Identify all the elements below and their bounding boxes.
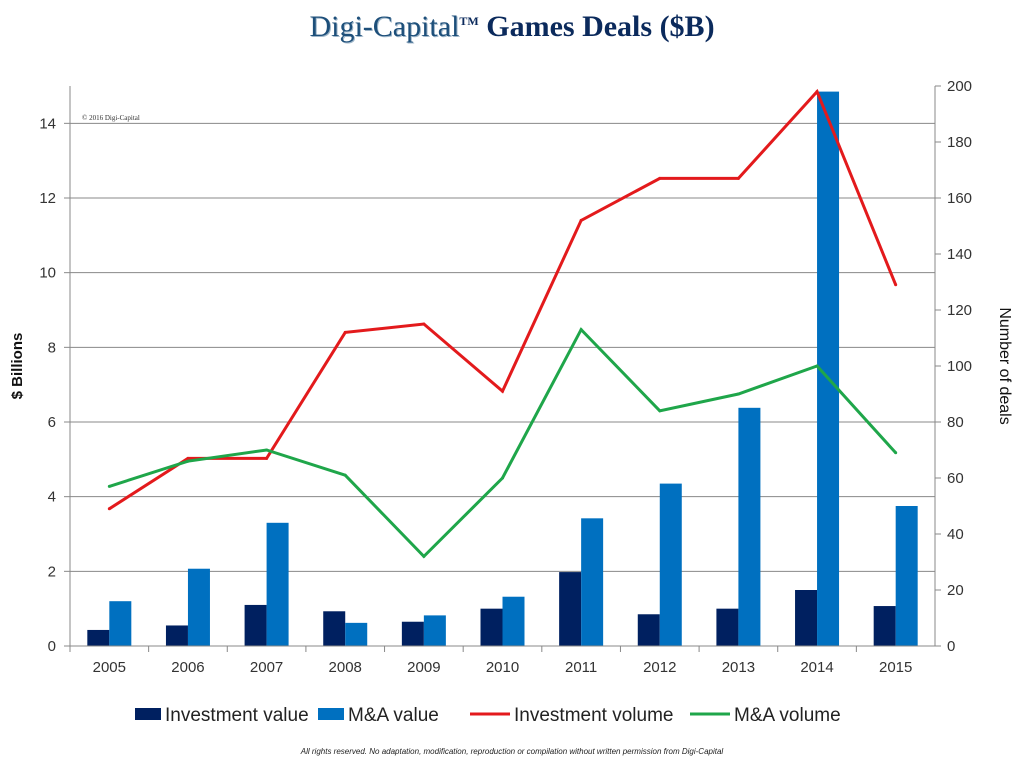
bar-investment-value [873, 606, 896, 646]
y2-tick-label: 120 [947, 302, 972, 319]
y2-tick-label: 60 [947, 470, 964, 487]
y-tick-label: 8 [48, 339, 56, 356]
line-investment-volume [108, 88, 898, 511]
x-tick-label: 2010 [486, 659, 519, 676]
point-m-a-volume [658, 409, 662, 413]
footer-note: All rights reserved. No adaptation, modi… [300, 747, 724, 756]
point-investment-volume [579, 218, 583, 222]
bar-investment-value [716, 608, 739, 646]
y2-tick-label: 80 [947, 414, 964, 431]
bar-investment-value [480, 608, 503, 646]
legend-swatch [135, 708, 161, 720]
bar-m-a-value [502, 596, 525, 646]
y2-tick-label: 180 [947, 134, 972, 151]
bar-m-a-value [187, 568, 210, 646]
bar-m-a-value [423, 615, 446, 646]
legend-label: M&A volume [734, 705, 841, 726]
point-m-a-volume [343, 473, 347, 477]
y-tick-label: 6 [48, 414, 56, 431]
point-m-a-volume [501, 476, 504, 480]
x-tick-label: 2005 [93, 659, 126, 676]
point-investment-volume [658, 176, 662, 180]
y2-tick-label: 100 [947, 358, 972, 375]
bar-investment-value [559, 572, 582, 646]
point-investment-volume [186, 456, 190, 460]
point-m-a-volume [894, 451, 898, 455]
x-tick-label: 2009 [407, 659, 440, 676]
line-m-a-volume [108, 327, 897, 559]
bar-m-a-value [895, 506, 918, 646]
y2-axis-label: Number of deals [996, 307, 1013, 424]
bar-investment-value [165, 625, 188, 646]
bar-m-a-value [109, 601, 132, 646]
x-tick-label: 2015 [879, 659, 912, 676]
bar-m-a-value [817, 91, 840, 647]
y-tick-label: 2 [48, 563, 56, 580]
y2-tick-label: 40 [947, 526, 964, 543]
bar-m-a-value [266, 522, 289, 646]
bar-m-a-value [345, 622, 368, 646]
legend-label: Investment volume [514, 705, 673, 726]
point-investment-volume [107, 507, 111, 511]
point-m-a-volume [186, 459, 190, 463]
point-m-a-volume [422, 554, 426, 558]
legend-label: M&A value [348, 705, 439, 726]
x-tick-label: 2013 [722, 659, 755, 676]
point-m-a-volume [815, 364, 819, 368]
point-investment-volume [501, 389, 504, 393]
y-tick-label: 14 [39, 115, 56, 132]
y2-tick-label: 200 [947, 78, 972, 95]
bar-investment-value [323, 611, 346, 646]
x-tick-label: 2012 [643, 659, 676, 676]
copyright: © 2016 Digi-Capital [82, 114, 140, 122]
chart-title: Digi-CapitalTM Games Deals ($B) [0, 10, 1024, 44]
legend-label: Investment value [165, 705, 309, 726]
point-m-a-volume [107, 484, 111, 488]
bar-investment-value [637, 614, 660, 646]
title-text: Games Deals ($B) [486, 10, 715, 43]
point-investment-volume [894, 283, 898, 287]
x-tick-label: 2006 [171, 659, 204, 676]
bar-investment-value [87, 629, 110, 646]
x-tick-label: 2014 [800, 659, 833, 676]
point-m-a-volume [736, 392, 740, 396]
point-investment-volume [736, 176, 740, 180]
y2-tick-label: 20 [947, 582, 964, 599]
trademark: TM [459, 14, 479, 28]
point-m-a-volume [265, 448, 269, 452]
x-tick-label: 2011 [565, 659, 597, 676]
bar-m-a-value [581, 518, 604, 646]
point-investment-volume [265, 456, 269, 460]
y-tick-label: 4 [48, 489, 56, 506]
point-m-a-volume [579, 328, 583, 332]
bar-m-a-value [659, 483, 682, 646]
x-tick-label: 2007 [250, 659, 283, 676]
y2-tick-label: 160 [947, 190, 972, 207]
bar-m-a-value [738, 407, 761, 646]
bar-investment-value [244, 604, 267, 646]
point-investment-volume [343, 330, 347, 334]
bar-investment-value [401, 621, 424, 646]
x-tick-label: 2008 [329, 659, 362, 676]
y-tick-label: 10 [39, 265, 56, 282]
y-tick-label: 12 [39, 190, 56, 207]
point-investment-volume [815, 90, 819, 94]
point-investment-volume [422, 322, 426, 326]
legend-swatch [318, 708, 344, 720]
y-axis-label: $ Billions [9, 333, 26, 400]
y-tick-label: 0 [48, 638, 56, 655]
bar-investment-value [795, 590, 818, 646]
digi-capital-logo: Digi-Capital [309, 10, 460, 43]
y2-tick-label: 140 [947, 246, 972, 263]
y2-tick-label: 0 [947, 638, 955, 655]
